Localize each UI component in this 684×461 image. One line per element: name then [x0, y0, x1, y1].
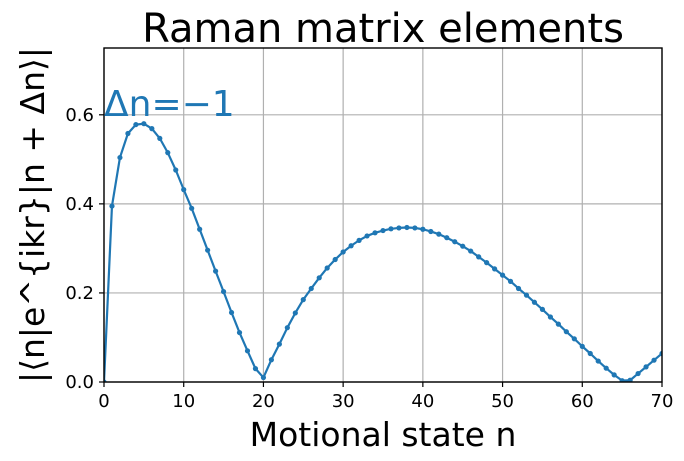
data-point-59	[571, 336, 577, 342]
delta-n-annotation: Δn=−1	[104, 84, 235, 125]
data-point-8	[165, 150, 171, 156]
data-point-38	[404, 224, 410, 231]
data-point-12	[197, 226, 203, 232]
data-point-54	[531, 299, 538, 305]
data-point-36	[388, 226, 394, 232]
data-point-33	[364, 233, 370, 239]
chart-title: Raman matrix elements	[142, 6, 624, 52]
data-point-20	[260, 374, 267, 381]
data-point-30	[340, 249, 346, 255]
x-tick-label-5: 50	[491, 391, 514, 412]
data-point-21	[268, 357, 274, 363]
data-point-48	[484, 260, 490, 266]
data-point-37	[396, 225, 402, 231]
data-point-44	[452, 239, 458, 245]
data-point-32	[356, 237, 362, 243]
data-point-39	[412, 225, 418, 231]
data-point-19	[252, 366, 259, 372]
data-point-31	[348, 243, 354, 249]
data-point-56	[547, 314, 554, 320]
y-axis-label: |⟨n|e^{ikr}|n + Δn⟩|	[13, 47, 52, 383]
data-point-29	[332, 256, 338, 263]
data-point-49	[492, 266, 498, 272]
axes-frame	[103, 47, 663, 383]
data-point-26	[308, 285, 314, 292]
data-point-46	[468, 248, 474, 254]
y-tick-label-2: 0.4	[65, 194, 94, 215]
data-point-13	[205, 247, 211, 253]
data-point-57	[555, 321, 561, 327]
data-point-69	[651, 357, 657, 363]
x-tick-label-0: 0	[98, 391, 109, 412]
data-point-17	[236, 329, 243, 336]
data-point-3	[125, 130, 131, 137]
axis-ticks: 0 10 20 30 40 50 60 70 0.0 0.2 0.4 0.6	[65, 105, 673, 412]
data-point-64	[611, 372, 617, 378]
data-point-4	[133, 121, 139, 128]
x-tick-label-4: 40	[411, 391, 434, 412]
data-point-9	[173, 167, 179, 173]
data-point-11	[189, 205, 195, 211]
data-point-61	[587, 350, 593, 357]
data-point-47	[476, 254, 482, 260]
x-tick-label-7: 70	[651, 391, 674, 412]
data-point-58	[563, 329, 569, 335]
data-point-10	[181, 187, 187, 193]
data-point-55	[539, 306, 546, 313]
data-point-53	[523, 292, 530, 298]
x-axis-label: Motional state n	[250, 415, 517, 454]
data-point-65	[619, 378, 625, 382]
data-point-14	[213, 268, 219, 274]
data-point-66	[627, 377, 633, 382]
data-point-43	[444, 235, 450, 241]
data-point-15	[220, 288, 227, 295]
data-point-6	[149, 126, 155, 132]
data-point-67	[635, 370, 641, 377]
y-tick-label-0: 0.0	[65, 372, 94, 393]
data-point-68	[643, 364, 649, 370]
data-point-7	[157, 135, 163, 142]
data-point-41	[428, 228, 434, 235]
x-tick-label-6: 60	[571, 391, 594, 412]
data-point-2	[117, 154, 123, 161]
data-point-27	[316, 275, 322, 281]
data-point-28	[324, 265, 330, 271]
y-tick-label-1: 0.2	[65, 283, 94, 304]
data-point-22	[276, 341, 282, 347]
data-point-42	[436, 231, 442, 237]
data-point-16	[228, 309, 235, 316]
y-tick-label-3: 0.6	[65, 105, 94, 126]
data-point-50	[499, 272, 506, 278]
x-tick-label-3: 30	[332, 391, 355, 412]
data-point-40	[420, 226, 426, 232]
data-point-63	[603, 365, 609, 371]
data-point-1	[109, 203, 115, 209]
data-point-23	[284, 325, 290, 331]
data-point-25	[300, 297, 306, 303]
data-point-60	[579, 343, 585, 349]
x-tick-label-1: 10	[172, 391, 195, 412]
x-tick-label-2: 20	[252, 391, 275, 412]
data-point-52	[515, 285, 522, 292]
data-point-62	[595, 358, 601, 364]
data-point-18	[244, 348, 251, 354]
data-point-5	[141, 121, 147, 127]
data-point-35	[380, 227, 386, 234]
data-point-51	[507, 278, 514, 284]
data-point-24	[292, 310, 298, 316]
plot-area	[104, 121, 662, 382]
data-point-45	[460, 243, 466, 249]
data-point-34	[372, 230, 378, 236]
